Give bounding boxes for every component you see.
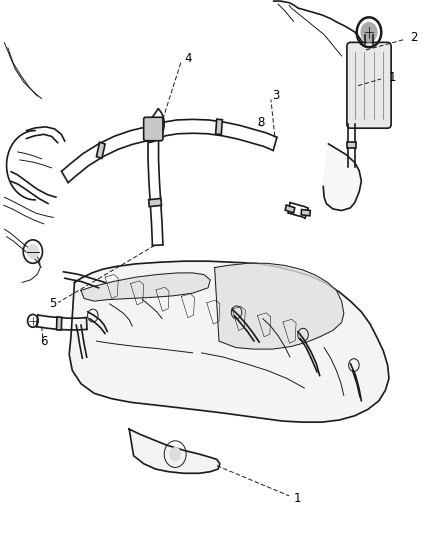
Polygon shape <box>215 263 344 349</box>
Text: 5: 5 <box>49 297 56 310</box>
FancyBboxPatch shape <box>96 142 105 158</box>
FancyBboxPatch shape <box>347 142 356 149</box>
Text: 3: 3 <box>272 90 279 102</box>
FancyBboxPatch shape <box>347 43 391 128</box>
Text: 1: 1 <box>388 71 396 84</box>
FancyBboxPatch shape <box>144 117 163 141</box>
Polygon shape <box>81 273 210 301</box>
FancyBboxPatch shape <box>215 119 223 135</box>
FancyBboxPatch shape <box>285 205 295 213</box>
Text: 6: 6 <box>40 335 48 348</box>
Circle shape <box>27 245 39 259</box>
Polygon shape <box>129 429 220 473</box>
Polygon shape <box>323 144 361 211</box>
FancyBboxPatch shape <box>148 198 162 207</box>
Text: 8: 8 <box>257 116 264 129</box>
Text: 4: 4 <box>184 52 192 65</box>
Polygon shape <box>69 261 389 422</box>
Circle shape <box>361 23 377 42</box>
Circle shape <box>170 448 180 461</box>
FancyBboxPatch shape <box>57 317 62 330</box>
FancyBboxPatch shape <box>301 209 310 216</box>
Text: 1: 1 <box>294 492 302 505</box>
Text: 2: 2 <box>410 31 418 44</box>
